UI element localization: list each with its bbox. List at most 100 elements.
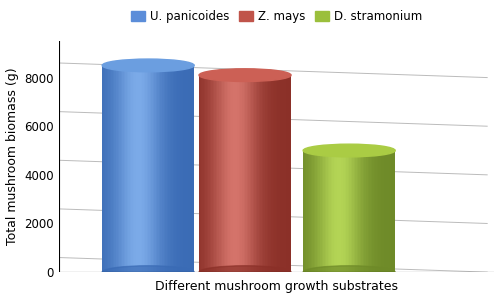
Bar: [212, 75, 213, 272]
Bar: [252, 75, 254, 272]
Bar: [174, 65, 176, 272]
Bar: [176, 65, 178, 272]
Bar: [218, 75, 219, 272]
Bar: [110, 65, 112, 272]
Bar: [105, 65, 107, 272]
Bar: [286, 75, 288, 272]
Bar: [366, 150, 368, 272]
Bar: [178, 65, 179, 272]
Bar: [153, 65, 154, 272]
Bar: [378, 150, 380, 272]
Bar: [272, 75, 274, 272]
Bar: [156, 65, 158, 272]
Bar: [349, 150, 350, 272]
Bar: [375, 150, 377, 272]
Ellipse shape: [199, 266, 291, 278]
Bar: [172, 65, 174, 272]
Bar: [238, 75, 239, 272]
Bar: [216, 75, 218, 272]
Bar: [260, 75, 262, 272]
X-axis label: Different mushroom growth substrates: Different mushroom growth substrates: [155, 280, 398, 293]
Bar: [113, 65, 114, 272]
Bar: [122, 65, 124, 272]
Bar: [329, 150, 331, 272]
Bar: [352, 150, 354, 272]
Bar: [264, 75, 265, 272]
Bar: [170, 65, 171, 272]
Bar: [250, 75, 251, 272]
Bar: [285, 75, 286, 272]
Bar: [219, 75, 220, 272]
Bar: [322, 150, 323, 272]
Bar: [332, 150, 334, 272]
Bar: [340, 150, 342, 272]
Bar: [134, 65, 136, 272]
Bar: [277, 75, 279, 272]
Bar: [318, 150, 320, 272]
Bar: [148, 65, 150, 272]
Bar: [104, 65, 105, 272]
Bar: [200, 75, 202, 272]
Bar: [265, 75, 266, 272]
Bar: [306, 150, 308, 272]
Bar: [266, 75, 268, 272]
Bar: [354, 150, 356, 272]
Bar: [288, 75, 290, 272]
Bar: [124, 65, 125, 272]
Bar: [171, 65, 172, 272]
Bar: [152, 65, 153, 272]
Bar: [290, 75, 291, 272]
Bar: [118, 65, 119, 272]
Bar: [317, 150, 318, 272]
Bar: [220, 75, 222, 272]
Ellipse shape: [303, 266, 395, 278]
Bar: [328, 150, 329, 272]
Bar: [343, 150, 344, 272]
Bar: [380, 150, 382, 272]
Ellipse shape: [102, 266, 194, 278]
Bar: [248, 75, 250, 272]
Bar: [102, 65, 104, 272]
Bar: [138, 65, 139, 272]
Bar: [168, 65, 170, 272]
Bar: [180, 65, 182, 272]
Bar: [308, 150, 310, 272]
Bar: [190, 65, 191, 272]
Bar: [364, 150, 366, 272]
Bar: [128, 65, 130, 272]
Bar: [228, 75, 230, 272]
Bar: [112, 65, 113, 272]
Bar: [164, 65, 165, 272]
Bar: [140, 65, 142, 272]
Ellipse shape: [102, 59, 194, 72]
Bar: [251, 75, 252, 272]
Bar: [210, 75, 212, 272]
Bar: [258, 75, 259, 272]
Bar: [144, 65, 145, 272]
Bar: [184, 65, 185, 272]
Bar: [262, 75, 264, 272]
Bar: [225, 75, 226, 272]
Bar: [324, 150, 326, 272]
Bar: [160, 65, 162, 272]
Bar: [120, 65, 122, 272]
Bar: [362, 150, 363, 272]
Bar: [159, 65, 160, 272]
Bar: [374, 150, 375, 272]
Bar: [199, 75, 200, 272]
Bar: [392, 150, 394, 272]
Bar: [357, 150, 358, 272]
Bar: [280, 75, 282, 272]
Bar: [331, 150, 332, 272]
Bar: [358, 150, 360, 272]
Bar: [310, 150, 311, 272]
Bar: [116, 65, 117, 272]
Bar: [282, 75, 284, 272]
Bar: [242, 75, 244, 272]
Bar: [344, 150, 346, 272]
Bar: [130, 65, 132, 272]
Bar: [363, 150, 364, 272]
Bar: [334, 150, 336, 272]
Bar: [108, 65, 110, 272]
Bar: [205, 75, 206, 272]
